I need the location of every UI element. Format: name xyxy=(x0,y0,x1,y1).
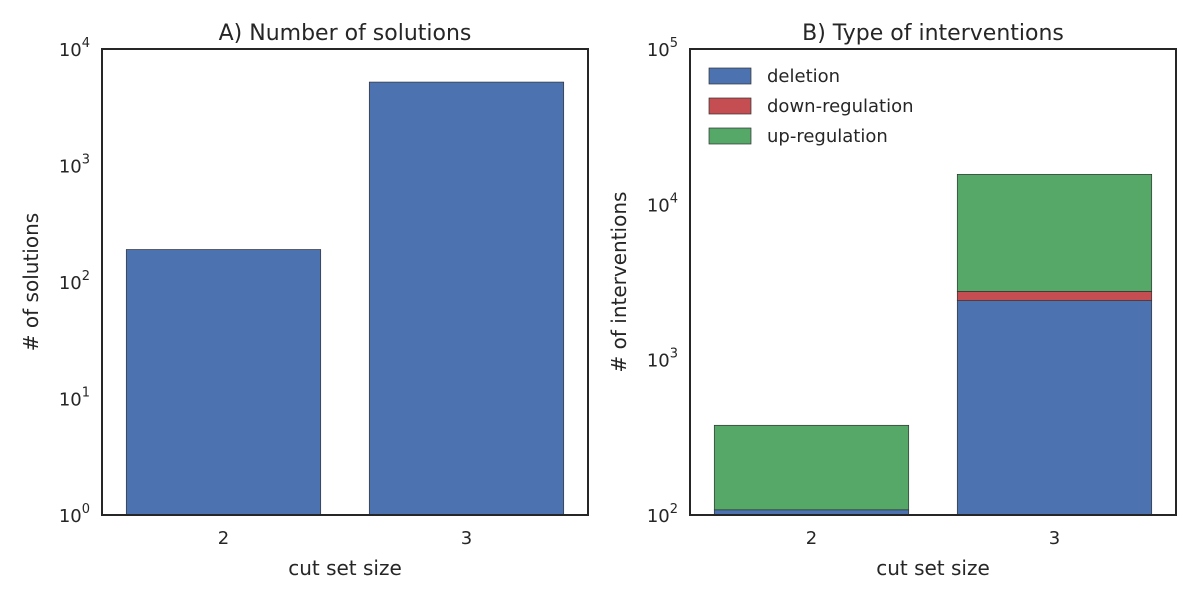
bars xyxy=(125,81,565,516)
x-tick-label: 2 xyxy=(806,528,817,549)
y-tick-label: 102 xyxy=(647,502,678,527)
bar-solutions-size-2 xyxy=(125,249,322,516)
x-tick-label: 2 xyxy=(218,528,229,549)
bar-up-regulation-size-2 xyxy=(713,424,910,511)
y-tick-label: 104 xyxy=(59,36,90,61)
x-tick-label: 3 xyxy=(461,528,472,549)
legend-swatch-deletion xyxy=(708,67,752,85)
y-tick-label: 103 xyxy=(59,153,90,178)
y-tick-label: 102 xyxy=(59,269,90,294)
chart-title: B) Type of interventions xyxy=(802,21,1064,46)
legend-swatch-up-regulation xyxy=(708,127,752,145)
legend: deletion down-regulation up-regulation xyxy=(708,66,914,147)
bar-down-regulation-size-3 xyxy=(956,291,1153,301)
x-tick-label: 3 xyxy=(1049,528,1060,549)
x-axis-label: cut set size xyxy=(876,556,990,580)
y-tick-label: 104 xyxy=(647,191,678,216)
legend-label-down-regulation: down-regulation xyxy=(767,96,914,117)
bars xyxy=(713,173,1153,516)
panel-b-type-of-interventions: B) Type of interventions 2 3 cut set size # … xyxy=(607,21,1177,580)
axes-frame xyxy=(101,48,589,516)
bar-up-regulation-size-3 xyxy=(956,173,1153,292)
y-tick-label: 105 xyxy=(647,36,678,61)
y-tick-label: 100 xyxy=(59,502,90,527)
y-axis-label: # of solutions xyxy=(19,213,43,351)
legend-label-deletion: deletion xyxy=(767,66,840,87)
y-tick-label: 103 xyxy=(647,347,678,372)
y-tick-label: 101 xyxy=(59,386,90,411)
axes-frame xyxy=(689,48,1177,516)
x-axis-label: cut set size xyxy=(288,556,402,580)
y-axis-label: # of interventions xyxy=(607,192,631,373)
legend-swatch-down-regulation xyxy=(708,97,752,115)
panel-a-number-of-solutions: A) Number of solutions 2 3 cut set size # of… xyxy=(19,21,589,580)
bar-solutions-size-3 xyxy=(368,81,565,516)
bar-deletion-size-3 xyxy=(956,300,1153,516)
legend-label-up-regulation: up-regulation xyxy=(767,126,888,147)
chart-title: A) Number of solutions xyxy=(219,21,472,46)
